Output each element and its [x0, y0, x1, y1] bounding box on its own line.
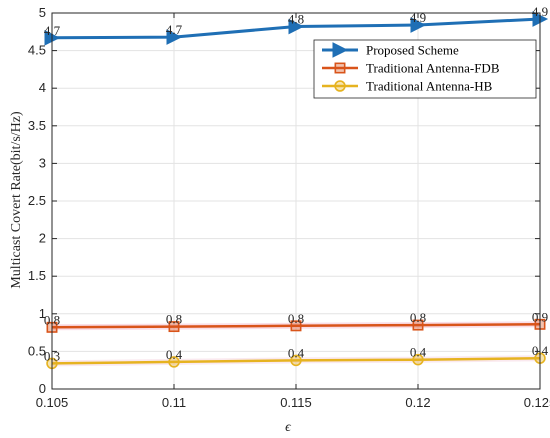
series-marker-circle — [334, 80, 346, 92]
y-tick-label: 3 — [39, 155, 46, 170]
series-marker-square — [334, 62, 346, 74]
series-marker-square — [412, 319, 424, 331]
series-marker-circle — [290, 354, 302, 367]
data-label: 4.7 — [166, 22, 183, 37]
x-axis-label: ϵ — [285, 420, 292, 435]
series-line — [51, 323, 541, 329]
y-tick-label: 0.5 — [28, 343, 46, 358]
x-tick-label: 0.105 — [36, 395, 69, 410]
series-marker-triangle — [288, 18, 305, 35]
y-tick-label: 4.5 — [28, 43, 46, 58]
axes-box — [51, 12, 541, 390]
axes: 0.105 0.11 0.115 0.12 0.125 0 0.5 1 1.5 2 2.5 3 3.5 4… — [28, 5, 550, 410]
series-line — [51, 356, 541, 365]
data-label: 0.4 — [410, 345, 427, 360]
series-marker-square — [290, 320, 302, 332]
legend-entry: Traditional Antenna-HB — [366, 79, 493, 94]
data-label: 0.8 — [288, 311, 304, 326]
y-tick-label: 0 — [39, 381, 46, 396]
series-marker-square — [168, 321, 180, 333]
series-marker-triangle — [332, 42, 349, 58]
data-label: 0.4 — [166, 347, 183, 362]
series-marker-triangle — [410, 17, 427, 33]
data-label: 4.8 — [288, 12, 304, 27]
series-marker-triangle — [166, 29, 183, 45]
y-tick-label: 1.5 — [28, 268, 46, 283]
data-label: 0.4 — [288, 345, 305, 360]
legend-entry: Proposed Scheme — [366, 43, 459, 58]
x-tick-label: 0.12 — [405, 395, 430, 410]
grid — [51, 12, 541, 390]
data-label: 0.8 — [410, 310, 426, 325]
y-tick-label: 2.5 — [28, 193, 46, 208]
y-axis-label: Multicast Covert Rate(bit/s/Hz) — [9, 111, 24, 289]
y-tick-label: 4 — [39, 80, 46, 95]
data-label: 0.8 — [166, 312, 182, 327]
x-tick-label: 0.115 — [280, 395, 312, 410]
y-tick-label: 3.5 — [28, 118, 46, 133]
series-marker-circle — [168, 356, 180, 368]
y-tick-label: 2 — [39, 231, 46, 246]
y-tick-label: 5 — [39, 5, 46, 20]
y-tick-label: 1 — [39, 306, 46, 321]
legend: Proposed Scheme Traditional Antenna-FDB Tr… — [313, 39, 537, 99]
x-tick-label: 0.11 — [162, 395, 186, 410]
x-tick-label: 0.125 — [524, 395, 550, 410]
legend-entry: Traditional Antenna-FDB — [366, 61, 500, 76]
series-marker-circle — [412, 353, 424, 366]
data-label: 4.9 — [532, 4, 548, 19]
